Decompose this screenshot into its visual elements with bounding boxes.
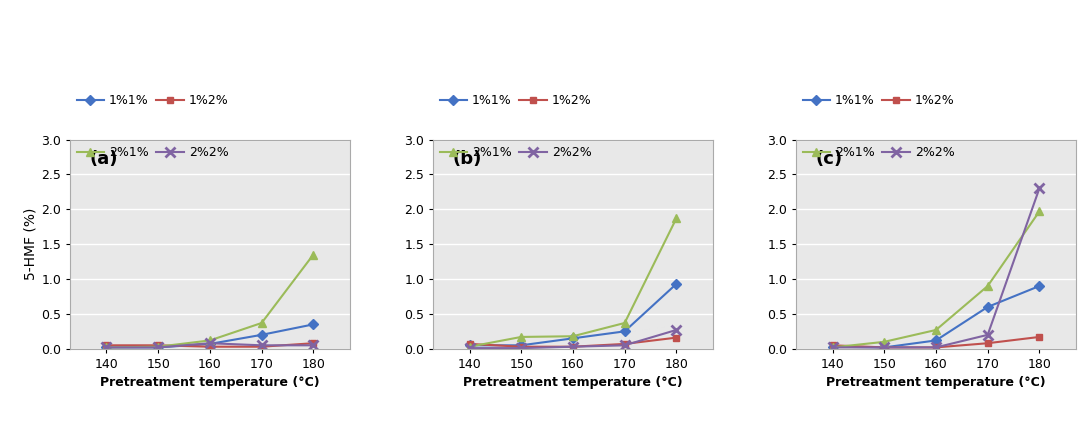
X-axis label: Pretreatment temperature (°C): Pretreatment temperature (°C): [826, 376, 1045, 389]
Legend: 2%1%, 2%2%: 2%1%, 2%2%: [802, 146, 955, 160]
X-axis label: Pretreatment temperature (°C): Pretreatment temperature (°C): [463, 376, 683, 389]
Legend: 2%1%, 2%2%: 2%1%, 2%2%: [77, 146, 228, 160]
X-axis label: Pretreatment temperature (°C): Pretreatment temperature (°C): [101, 376, 320, 389]
Legend: 2%1%, 2%2%: 2%1%, 2%2%: [440, 146, 591, 160]
Text: (a): (a): [90, 150, 118, 168]
Y-axis label: 5-HMF (%): 5-HMF (%): [23, 208, 37, 280]
Text: (c): (c): [816, 150, 843, 168]
Text: (b): (b): [453, 150, 482, 168]
